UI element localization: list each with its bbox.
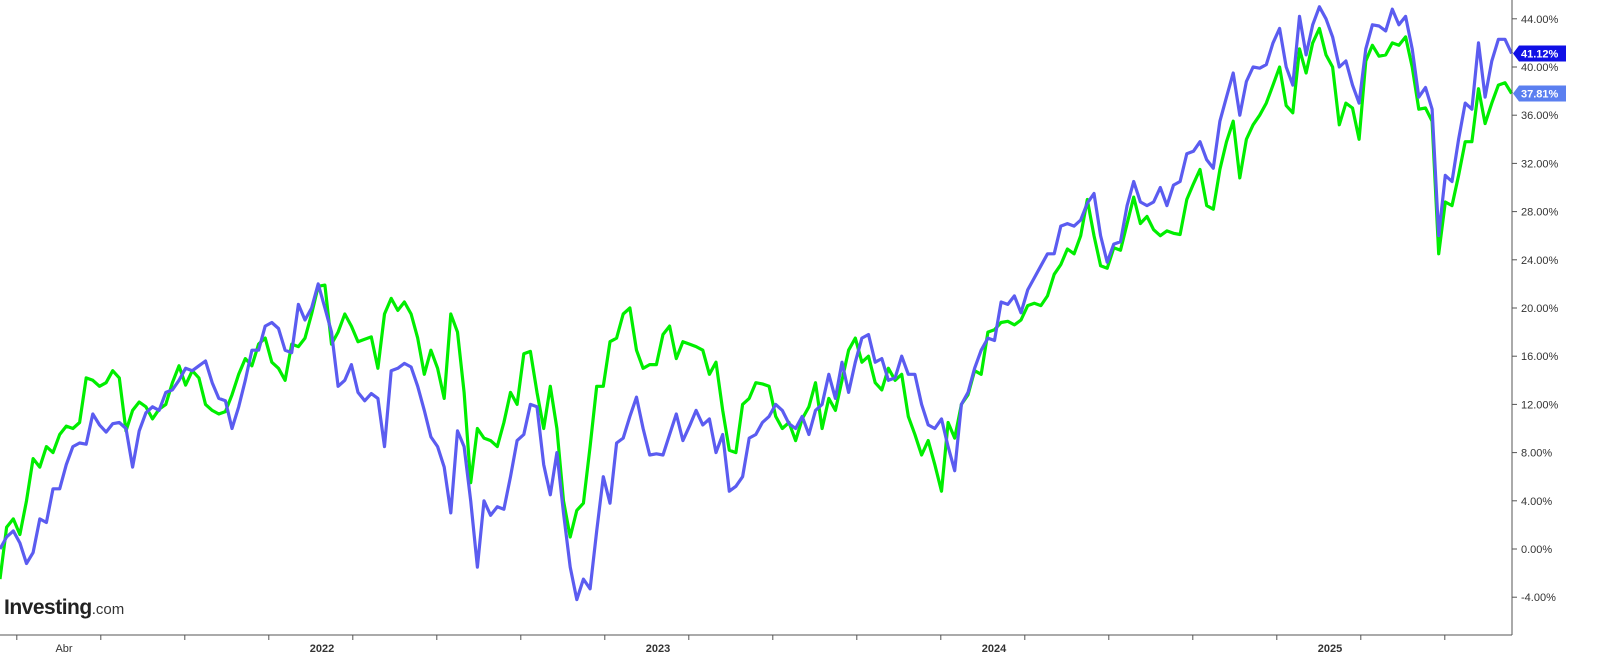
last-value-badge [1513,45,1566,62]
y-tick-label: 12.00% [1521,399,1559,411]
investing-logo: Investing.com [4,596,124,620]
series-layer [0,5,1514,602]
y-tick-label: 32.00% [1521,158,1559,170]
y-axis-ticks: -4.00% 0.00% 4.00% 8.00% 12.00% 16.00% 20.00% 2… [1512,14,1559,604]
series-line-1 [0,26,1513,580]
y-tick-label: 40.00% [1521,62,1559,74]
last-value-text: 41.12% [1521,49,1559,61]
x-tick-label: Abr [55,643,72,655]
last-value-label-2: 41.12% [1513,45,1566,62]
y-tick-label: 16.00% [1521,351,1559,363]
x-tick-label: 2025 [1318,643,1342,655]
y-tick-label: -4.00% [1521,592,1556,604]
logo-suffix: .com [91,601,125,618]
y-tick-label: 20.00% [1521,303,1559,315]
y-tick-label: 36.00% [1521,110,1559,122]
x-axis-ticks: Abr 2022 2023 2024 2025 [16,635,1446,655]
last-value-labels: 37.81% 41.12% [1513,45,1566,102]
y-tick-label: 44.00% [1521,14,1559,26]
y-tick-label: 0.00% [1521,544,1552,556]
x-tick-label: 2023 [646,643,670,655]
logo-text: Investing [4,596,92,619]
series-line-2 [0,5,1514,602]
y-tick-label: 8.00% [1521,448,1552,460]
y-tick-label: 4.00% [1521,496,1552,508]
y-tick-label: 28.00% [1521,207,1559,219]
x-tick-label: 2024 [982,643,1007,655]
last-value-label-1: 37.81% [1513,85,1566,102]
x-tick-label: 2022 [310,643,334,655]
last-value-text: 37.81% [1521,89,1559,101]
last-value-badge [1513,85,1566,102]
y-tick-label: 24.00% [1521,255,1559,267]
